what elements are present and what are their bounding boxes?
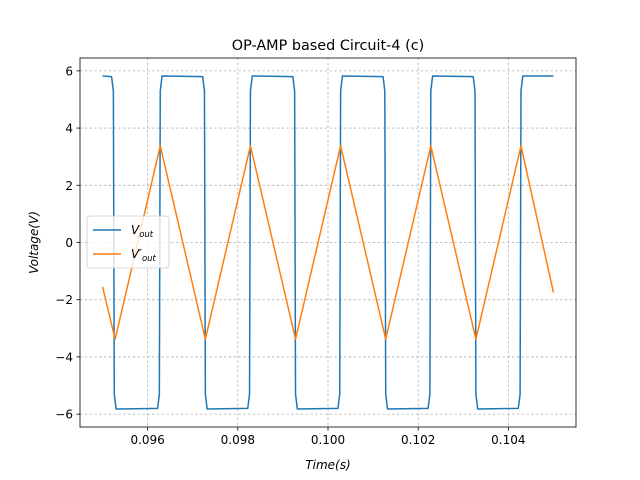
legend-label-vout: Vout — [131, 223, 154, 240]
legend-label-vout-sub: out — [139, 230, 154, 240]
y-axis-label: Voltage(V) — [27, 211, 41, 274]
legend-label-vout-prime: V′out — [131, 247, 157, 264]
y-tick-label: 2 — [65, 179, 73, 193]
legend-label-vout-prime-main: V′ — [131, 247, 142, 261]
x-tick-label: 0.102 — [401, 433, 435, 447]
legend-box — [86, 215, 170, 269]
axis-ticks: 0.096 0.098 0.100 0.102 0.104 −6 −4 −2 0 2 4 6 — [55, 64, 525, 447]
y-tick-label: −6 — [55, 408, 73, 422]
legend-label-vout-prime-sub: out — [142, 254, 157, 264]
x-axis-label: Time(s) — [305, 458, 350, 472]
series-line-0 — [102, 75, 554, 410]
x-tick-label: 0.098 — [221, 433, 255, 447]
series-line-1 — [101, 145, 555, 340]
y-tick-label: 6 — [65, 64, 73, 78]
chart-title: OP-AMP based Circuit-4 (c) — [232, 38, 424, 54]
legend: Vout V′out — [86, 215, 170, 269]
x-tick-label: 0.100 — [311, 433, 345, 447]
y-tick-label: 4 — [65, 122, 73, 136]
y-tick-label: −4 — [55, 350, 73, 364]
x-tick-label: 0.096 — [130, 433, 164, 447]
y-tick-label: −2 — [55, 293, 73, 307]
y-tick-label: 0 — [65, 236, 73, 250]
legend-label-vout-main: V — [131, 223, 140, 237]
series-group — [101, 75, 555, 410]
x-tick-label: 0.104 — [491, 433, 525, 447]
